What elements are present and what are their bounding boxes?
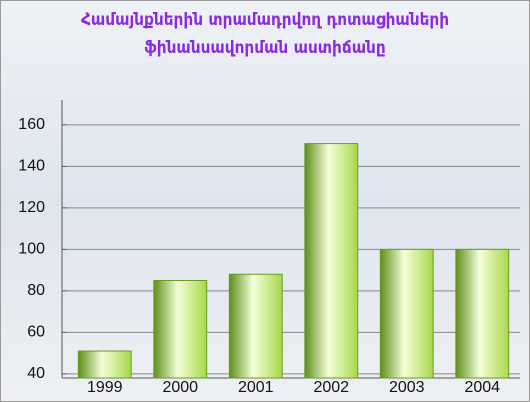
x-tick-label: 2001 <box>238 379 274 396</box>
bar <box>455 248 510 379</box>
bar <box>228 273 283 379</box>
x-tick-label: 2000 <box>162 379 198 396</box>
y-tick-label: 140 <box>18 158 45 175</box>
bar <box>379 248 434 379</box>
y-tick-label: 100 <box>18 241 45 258</box>
y-tick-label: 80 <box>27 282 45 299</box>
x-tick-label: 1999 <box>87 379 123 396</box>
bar <box>153 279 208 379</box>
bar <box>77 350 132 379</box>
x-tick-label: 2004 <box>464 379 500 396</box>
chart-title: ֆինանսավորման աստիճանը <box>144 38 385 58</box>
x-tick-label: 2003 <box>389 379 425 396</box>
y-tick-label: 120 <box>18 199 45 216</box>
y-tick-label: 160 <box>18 116 45 133</box>
y-tick-label: 40 <box>27 365 45 382</box>
chart-title: Համայնքներին տրամադրվող դոտացիաների <box>81 10 449 30</box>
y-tick-label: 60 <box>27 324 45 341</box>
bar <box>304 143 359 379</box>
x-tick-label: 2002 <box>313 379 349 396</box>
